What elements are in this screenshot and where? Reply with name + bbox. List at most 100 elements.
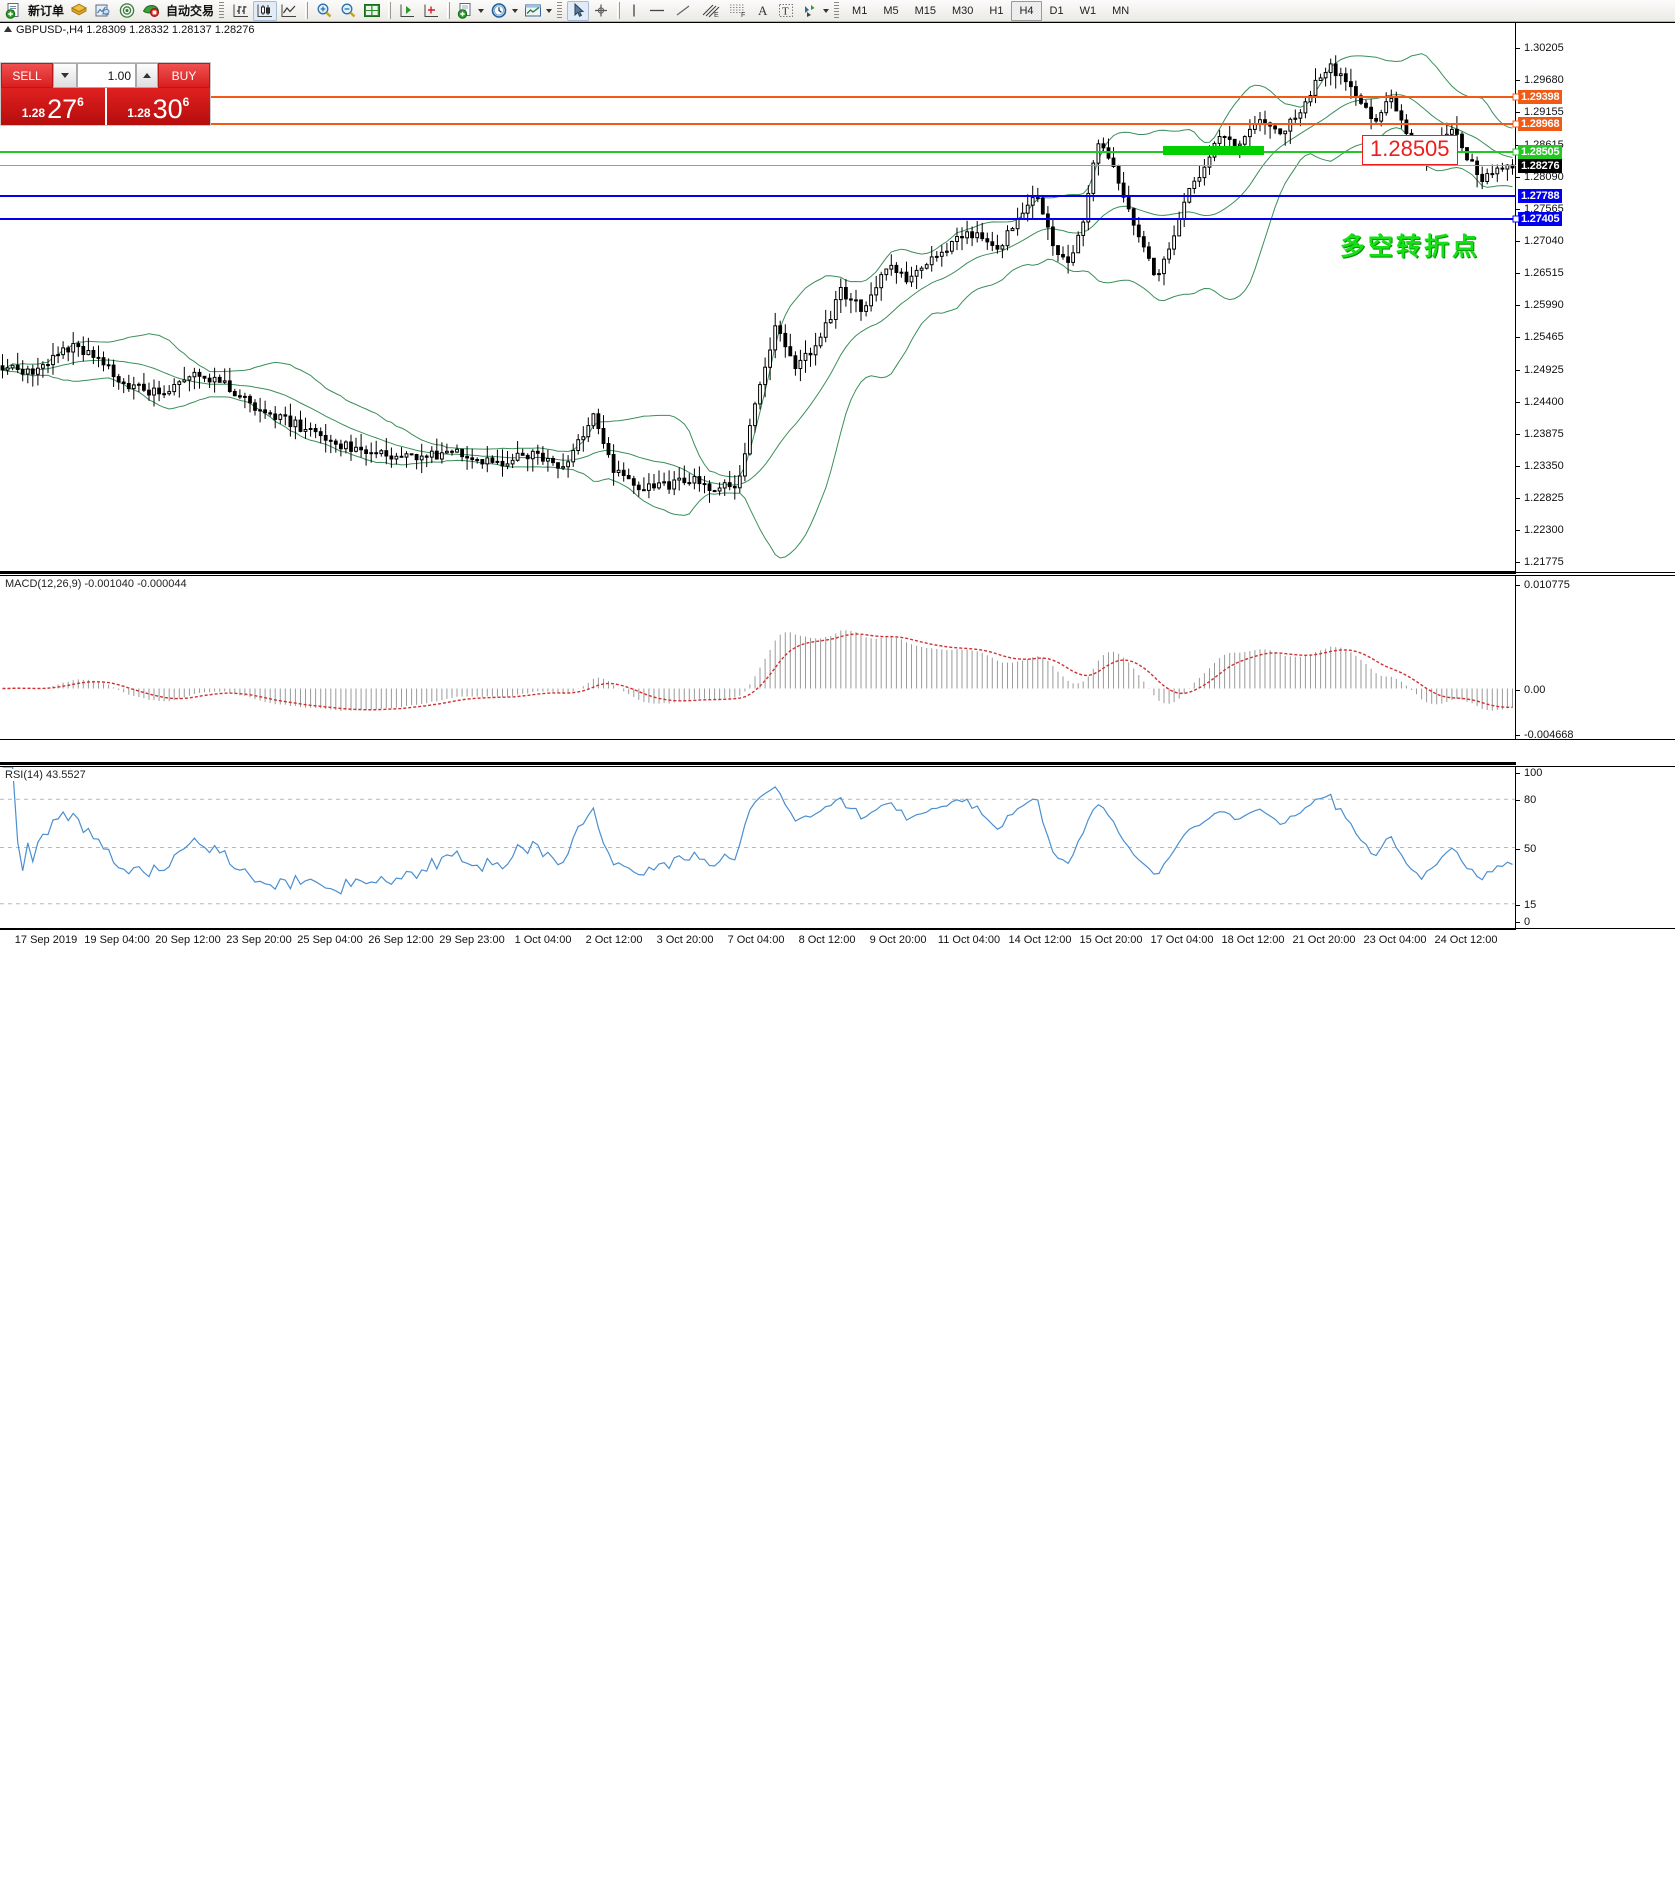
rsi-axis[interactable]: 100 80 50 15 0 <box>1516 766 1675 929</box>
price-tick: 1.23350 <box>1516 460 1564 472</box>
timeframe-h1[interactable]: H1 <box>989 4 1004 17</box>
volume-input[interactable]: 1.00 <box>77 63 136 88</box>
rsi-label: RSI(14) 43.5527 <box>4 769 87 781</box>
vertical-line-icon[interactable] <box>624 1 644 21</box>
navigator-icon[interactable] <box>115 1 139 21</box>
fibonacci-icon[interactable]: F <box>724 1 752 21</box>
level-handle-pivot-level[interactable] <box>1512 148 1520 156</box>
buy-price[interactable]: 1.28 30 6 <box>106 88 210 125</box>
level-handle-resistance-1[interactable] <box>1512 93 1520 101</box>
macd-pane[interactable]: MACD(12,26,9) -0.001040 -0.000044 <box>0 575 1516 740</box>
macd-axis[interactable]: 0.010775 0.00 -0.004668 <box>1516 575 1675 741</box>
period-icon[interactable] <box>487 1 511 21</box>
sell-price-big: 27 <box>47 94 78 125</box>
text-label-icon[interactable]: A <box>752 1 774 21</box>
sell-price[interactable]: 1.28 27 6 <box>1 88 105 125</box>
period-chevron-down-icon[interactable] <box>512 8 519 13</box>
collapse-triangle-icon[interactable] <box>4 26 12 32</box>
line-chart-icon[interactable] <box>277 1 301 21</box>
templates-icon[interactable] <box>454 1 477 21</box>
price-tick: 1.25990 <box>1516 299 1564 311</box>
date-tick: 8 Oct 12:00 <box>798 934 856 946</box>
timeframe-w1[interactable]: W1 <box>1079 4 1097 17</box>
price-tick: 1.30205 <box>1516 42 1564 54</box>
rsi-tick: 100 <box>1516 767 1542 779</box>
date-tick: 26 Sep 12:00 <box>368 934 434 946</box>
price-tick: 1.27040 <box>1516 235 1564 247</box>
timeframe-m30[interactable]: M30 <box>952 4 974 17</box>
chart-annotation-note[interactable]: 多空转折点 <box>1340 232 1481 261</box>
trendline-icon[interactable] <box>670 1 696 21</box>
price-callout[interactable]: 1.28505 <box>1362 134 1458 165</box>
toolbar-grip-3[interactable] <box>834 1 840 20</box>
autoscroll-icon[interactable] <box>419 1 443 21</box>
highlight-zone[interactable] <box>1163 145 1264 155</box>
main-toolbar: 新订单 自动交易 <box>0 0 1675 22</box>
tile-windows-icon[interactable] <box>360 1 384 21</box>
new-order-icon[interactable] <box>2 1 25 21</box>
autotrading-label[interactable]: 自动交易 <box>166 4 215 18</box>
volume-dropdown-button[interactable] <box>53 63 77 88</box>
templates-chevron-down-icon[interactable] <box>478 8 485 13</box>
horizontal-line-icon[interactable] <box>644 1 670 21</box>
date-tick: 20 Sep 12:00 <box>155 934 221 946</box>
data-window-icon[interactable] <box>91 1 115 21</box>
date-tick: 25 Sep 04:00 <box>297 934 363 946</box>
crosshair-icon[interactable] <box>589 1 613 21</box>
date-tick: 23 Sep 20:00 <box>226 934 292 946</box>
buy-button[interactable]: BUY <box>158 63 210 88</box>
one-click-trading-panel[interactable]: SELL 1.00 BUY 1.28 27 6 1.28 30 6 <box>0 62 211 126</box>
bar-chart-icon[interactable] <box>229 1 253 21</box>
equidistant-channel-icon[interactable]: E <box>696 1 724 21</box>
price-tag-pivot-level[interactable]: 1.28505 <box>1518 144 1563 159</box>
sell-button[interactable]: SELL <box>1 63 53 88</box>
level-handle-support-2[interactable] <box>1512 215 1520 223</box>
timeframe-m15[interactable]: M15 <box>914 4 936 17</box>
new-order-label[interactable]: 新订单 <box>28 4 65 18</box>
indicators-icon[interactable] <box>521 1 545 21</box>
shapes-icon[interactable] <box>798 1 822 21</box>
date-axis[interactable]: 17 Sep 2019 19 Sep 04:00 20 Sep 12:00 23 Se… <box>0 929 1516 951</box>
timeframe-m5[interactable]: M5 <box>883 4 899 17</box>
toolbar-grip[interactable] <box>219 1 225 20</box>
zoom-in-icon[interactable] <box>312 1 336 21</box>
toolbar-grip-2[interactable] <box>557 1 563 20</box>
terminal-icon[interactable] <box>67 1 91 21</box>
price-axis[interactable]: 1.302051.296801.291551.286151.280901.275… <box>1512 22 1675 573</box>
price-tick: 1.25465 <box>1516 331 1564 343</box>
shapes-chevron-down-icon[interactable] <box>823 8 830 13</box>
rsi-pane[interactable]: RSI(14) 43.5527 <box>0 766 1516 929</box>
timeframe-mn[interactable]: MN <box>1112 4 1130 17</box>
candlestick-chart-icon[interactable] <box>253 0 278 21</box>
shift-end-icon[interactable] <box>395 1 419 21</box>
text-icon[interactable]: T <box>774 1 798 21</box>
price-tag-support-1[interactable]: 1.27788 <box>1518 188 1563 203</box>
volume-increment-button[interactable] <box>136 63 158 88</box>
price-pane[interactable] <box>0 22 1516 573</box>
zoom-out-icon[interactable] <box>336 1 360 21</box>
price-tag-resistance-2[interactable]: 1.28968 <box>1518 116 1563 131</box>
rsi-tick: 50 <box>1516 843 1536 855</box>
price-tag-support-2[interactable]: 1.27405 <box>1518 211 1563 226</box>
autotrading-icon[interactable] <box>139 1 163 21</box>
level-handle-resistance-2[interactable] <box>1512 120 1520 128</box>
price-tick: 1.24400 <box>1516 396 1564 408</box>
price-tick: 1.23875 <box>1516 428 1564 440</box>
price-tag-bid-price[interactable]: 1.28276 <box>1518 158 1563 173</box>
price-tag-resistance-1[interactable]: 1.29398 <box>1518 90 1563 105</box>
chart-container[interactable]: MACD(12,26,9) -0.001040 -0.000044 RSI(14… <box>0 22 1675 951</box>
date-tick: 9 Oct 20:00 <box>869 934 927 946</box>
indicators-chevron-down-icon[interactable] <box>546 8 553 13</box>
timeframe-d1[interactable]: D1 <box>1049 4 1064 17</box>
timeframe-m1[interactable]: M1 <box>852 4 868 17</box>
symbol-ohlc-header: GBPUSD-,H4 1.28309 1.28332 1.28137 1.282… <box>4 24 255 36</box>
price-tick: 1.22300 <box>1516 524 1564 536</box>
macd-tick: 0.00 <box>1516 684 1545 696</box>
cursor-icon[interactable] <box>567 0 590 21</box>
timeframe-h4[interactable]: H4 <box>1011 0 1042 21</box>
date-tick: 14 Oct 12:00 <box>1008 934 1072 946</box>
svg-text:T: T <box>782 6 789 18</box>
date-tick: 18 Oct 12:00 <box>1221 934 1285 946</box>
date-tick: 15 Oct 20:00 <box>1079 934 1143 946</box>
svg-text:A: A <box>758 3 768 18</box>
